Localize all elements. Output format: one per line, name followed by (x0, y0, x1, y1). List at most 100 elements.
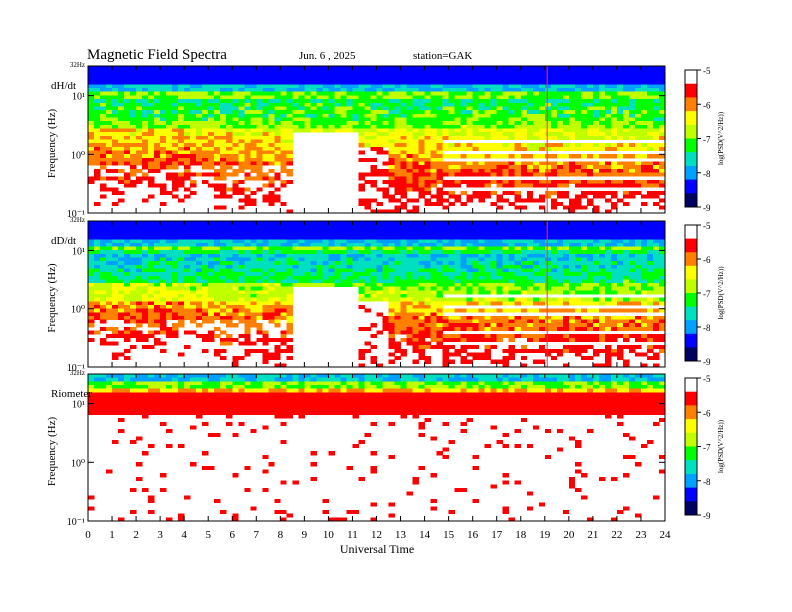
spectrogram-cell (430, 135, 437, 140)
spectrogram-cell (424, 221, 431, 226)
spectrogram-cell (592, 165, 600, 170)
spectrogram-cell (466, 161, 474, 166)
spectrogram-cell (514, 121, 522, 126)
spectrogram-cell (610, 66, 618, 71)
spectrogram-cell (148, 231, 155, 236)
spectrogram-cell (388, 304, 395, 309)
spectrogram-cell (616, 117, 624, 122)
spectrogram-cell (94, 139, 101, 144)
spectrogram-cell (100, 143, 107, 148)
spectrogram-cell (370, 128, 377, 133)
spectrogram-cell (538, 110, 546, 115)
spectrogram-cell (502, 143, 510, 148)
spectrogram-cell (280, 124, 287, 129)
spectrogram-cell (310, 66, 317, 71)
spectrogram-cell (400, 139, 407, 144)
spectrogram-cell (286, 308, 293, 313)
spectrogram-cell (526, 91, 534, 96)
spectrogram-cell (100, 121, 107, 126)
spectrogram-cell (256, 242, 263, 247)
spectrogram-cell (382, 117, 389, 122)
spectrogram-cell (658, 69, 666, 74)
spectrogram-cell (604, 198, 612, 203)
spectrogram-cell (442, 198, 450, 203)
spectrogram-cell (256, 168, 263, 173)
spectrogram-cell (478, 253, 486, 258)
spectrogram-cell (238, 66, 245, 71)
spectrogram-cell (400, 337, 407, 342)
spectrogram-cell (178, 272, 185, 277)
spectrogram-cell (550, 121, 558, 126)
spectrogram-cell (556, 102, 564, 107)
spectrogram-cell (154, 297, 161, 302)
spectrogram-cell (250, 242, 257, 247)
spectrogram-cell (556, 161, 564, 166)
spectrogram-cell (250, 275, 257, 280)
spectrogram-cell (274, 356, 281, 361)
spectrogram-cell (466, 88, 474, 93)
spectrogram-cell (418, 84, 425, 89)
spectrogram-cell (550, 143, 558, 148)
spectrogram-cell (298, 275, 305, 280)
spectrogram-cell (586, 102, 594, 107)
spectrogram-cell (502, 99, 510, 104)
spectrogram-cell (442, 283, 450, 288)
spectrogram-cell (286, 345, 293, 350)
spectrogram-cell (106, 341, 113, 346)
spectrogram-cell (472, 95, 480, 100)
spectrogram-cell (226, 261, 233, 266)
spectrogram-cell (322, 239, 329, 244)
spectrogram-cell (154, 268, 161, 273)
spectrogram-cell (244, 242, 251, 247)
spectrogram-cell (508, 106, 516, 111)
spectrogram-cell (124, 157, 131, 162)
spectrogram-cell (100, 268, 107, 273)
spectrogram-cell (658, 73, 666, 78)
spectrogram-cell (400, 132, 407, 137)
spectrogram-cell (142, 102, 149, 107)
spectrogram-cell (412, 334, 419, 339)
spectrogram-cell (634, 143, 642, 148)
spectrogram-cell (310, 80, 317, 85)
spectrogram-cell (406, 209, 413, 214)
spectrogram-cell (94, 135, 101, 140)
spectrogram-cell (202, 319, 209, 324)
spectrogram-cell (334, 224, 341, 229)
spectrogram-cell (184, 275, 191, 280)
spectrogram-cell (406, 283, 413, 288)
spectrogram-cell (346, 253, 353, 258)
spectrogram-cell (388, 323, 395, 328)
spectrogram-cell (394, 161, 401, 166)
spectrogram-cell (442, 183, 450, 188)
spectrogram-cell (262, 304, 269, 309)
spectrogram-cell (178, 312, 185, 317)
spectrogram-cell (406, 301, 413, 306)
spectrogram-cell (106, 154, 113, 159)
spectrogram-cell (256, 95, 263, 100)
spectrogram-cell (346, 224, 353, 229)
spectrogram-cell (448, 359, 456, 364)
spectrogram-cell (268, 312, 275, 317)
spectrogram-cell (424, 294, 431, 299)
spectrogram-cell (496, 221, 504, 226)
spectrogram-cell (448, 121, 456, 126)
spectrogram-cell (250, 88, 257, 93)
spectrogram-cell (346, 257, 353, 262)
spectrogram-cell (202, 334, 209, 339)
spectrogram-cell (202, 69, 209, 74)
spectrogram-cell (580, 88, 588, 93)
spectrogram-cell (550, 102, 558, 107)
spectrogram-cell (430, 246, 437, 251)
spectrogram-cell (106, 239, 113, 244)
spectrogram-cell (508, 165, 516, 170)
spectrogram-cell (190, 319, 197, 324)
spectrogram-cell (376, 84, 383, 89)
spectrogram-cell (628, 128, 636, 133)
spectrogram-cell (490, 290, 498, 295)
spectrogram-cell (520, 110, 528, 115)
spectrogram-cell (472, 283, 480, 288)
spectrogram-cell (580, 73, 588, 78)
spectrogram-cell (502, 88, 510, 93)
spectrogram-cell (226, 268, 233, 273)
spectrogram-cell (388, 279, 395, 284)
